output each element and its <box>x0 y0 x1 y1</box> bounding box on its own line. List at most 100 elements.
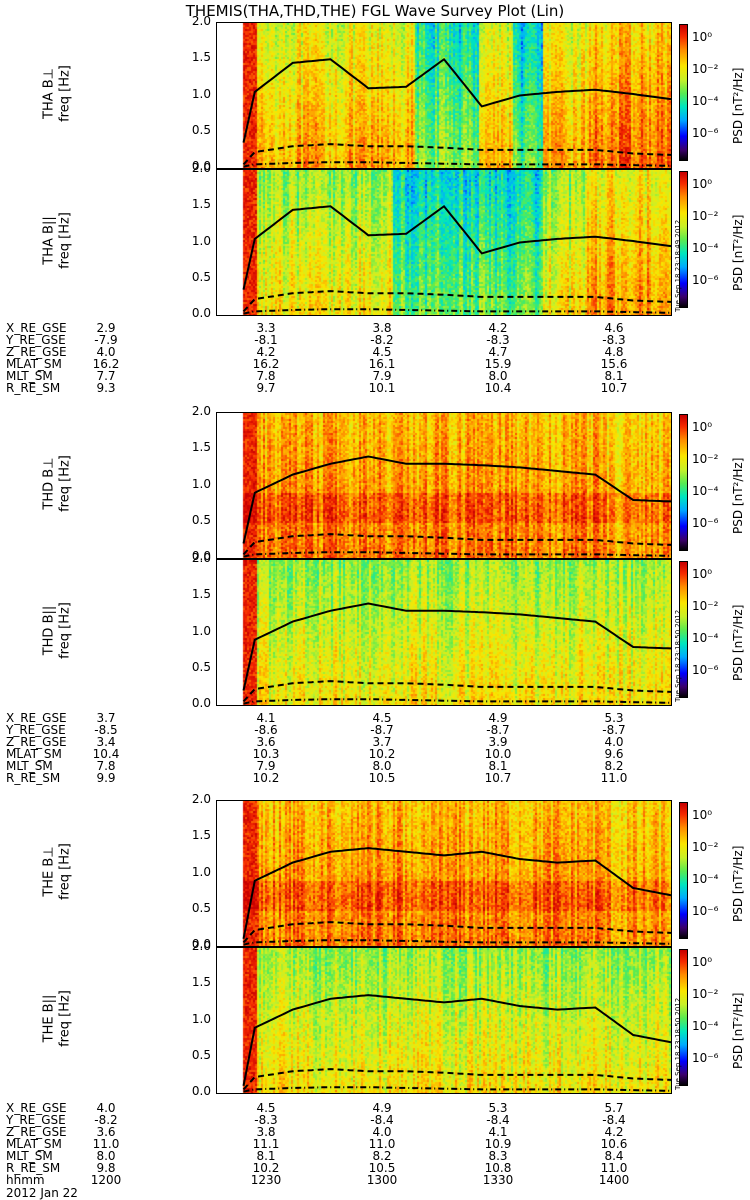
ephem-value: 5.3 <box>604 711 624 725</box>
ephem-label: Y_RE_GSE <box>6 723 66 737</box>
ephem-value: 1400 <box>598 1173 630 1187</box>
ephem-value: 11.0 <box>600 771 628 785</box>
solid-line <box>242 204 671 290</box>
colorbar-tick: 10⁻⁴ <box>692 484 719 498</box>
y-tick-label: 1.0 <box>191 623 211 638</box>
ephem-label: R_RE_SM <box>6 1161 61 1175</box>
colorbar-tick: 10⁻⁴ <box>692 1019 719 1033</box>
solid-line <box>242 455 671 544</box>
ephem-value: 4.0 <box>96 345 116 359</box>
ephem-label: X_RE_GSE <box>6 321 67 335</box>
spectrogram-the-par <box>216 947 672 1094</box>
ephem-value: 7.8 <box>256 369 276 383</box>
timestamp-stamp: Tue Sep 18 23:18:50 2012 <box>674 997 682 1090</box>
colorbar-tick: 10⁻² <box>692 840 719 854</box>
colorbar-tick: 10⁻² <box>692 62 719 76</box>
ephem-value: 15.6 <box>600 357 628 371</box>
ephem-value: 16.2 <box>92 357 120 371</box>
ephem-value: 10.2 <box>252 1161 280 1175</box>
ephem-value: -8.3 <box>254 1113 278 1127</box>
y-tick-label: 2.0 <box>191 14 211 28</box>
ephem-value: 3.4 <box>96 735 116 749</box>
colorbar-title: PSD [nT²/Hz] <box>731 214 745 291</box>
ephem-value: 10.0 <box>484 747 512 761</box>
dashed-line <box>242 921 671 944</box>
colorbar-tick: 10⁻⁴ <box>692 631 719 645</box>
colorbar-tick: 10⁰ <box>692 30 713 44</box>
ephem-label: MLAT_SM <box>6 747 62 761</box>
ephem-value: 4.2 <box>604 1125 624 1139</box>
ephem-value: 8.0 <box>372 759 392 773</box>
ephem-value: 9.9 <box>96 771 116 785</box>
dashdot-line <box>243 698 671 705</box>
colorbar-tick: 10⁻⁶ <box>692 904 719 918</box>
ephem-value: -8.4 <box>602 1113 626 1127</box>
ephem-value: 3.6 <box>256 735 276 749</box>
ephem-value: -8.3 <box>602 333 626 347</box>
freq-axis-label: freq [Hz] <box>57 454 73 512</box>
ephem-value: -8.2 <box>370 333 394 347</box>
y-tick-label: 1.0 <box>191 86 211 101</box>
y-tick-label: 1.5 <box>191 440 211 455</box>
spectrogram-thd-par <box>216 559 672 706</box>
dashed-line <box>242 533 671 556</box>
ephem-label: Y_RE_GSE <box>6 333 66 347</box>
ephem-value: 2.9 <box>96 321 116 335</box>
spectrogram-canvas <box>217 23 671 168</box>
y-tick-label: 2.0 <box>191 161 211 175</box>
dashdot-line <box>243 551 671 558</box>
ephem-label: MLT_SM <box>6 369 53 383</box>
overlay-lines <box>242 847 671 946</box>
colorbar-tick: 10⁰ <box>692 420 713 434</box>
ephem-label: Y_RE_GSE <box>6 1113 66 1127</box>
dashdot-line <box>243 1086 671 1093</box>
ephem-value: -8.4 <box>370 1113 394 1127</box>
y-tick-label: 1.5 <box>191 587 211 602</box>
colorbar-title: PSD [nT²/Hz] <box>731 67 745 144</box>
y-tick-label: 1.0 <box>191 1011 211 1026</box>
colorbar-tick: 10⁰ <box>692 567 713 581</box>
ephem-value: 8.0 <box>96 1149 116 1163</box>
ephem-value: 10.4 <box>484 381 512 395</box>
ephem-value: 10.4 <box>92 747 120 761</box>
overlay-lines <box>242 455 671 558</box>
ephem-value: 4.9 <box>488 711 508 725</box>
ephem-value: 1230 <box>250 1173 282 1187</box>
dashdot-line <box>243 161 671 168</box>
ephem-value: 4.1 <box>488 1125 508 1139</box>
date-label: 2012 Jan 22 <box>6 1186 78 1200</box>
y-tick-label: 0.5 <box>191 122 211 137</box>
solid-line <box>242 847 671 939</box>
ephem-value: 10.9 <box>484 1137 512 1151</box>
colorbar <box>679 414 688 551</box>
ephem-label: MLT_SM <box>6 1149 53 1163</box>
ephem-value: -8.4 <box>486 1113 510 1127</box>
ephem-value: 4.0 <box>96 1101 116 1115</box>
ephem-value: 10.6 <box>600 1137 628 1151</box>
y-tick-label: 1.5 <box>191 197 211 212</box>
ephem-value: 4.0 <box>604 735 624 749</box>
dashed-line <box>242 1068 671 1091</box>
ephem-value: 11.0 <box>92 1137 120 1151</box>
y-tick-label: 1.5 <box>191 50 211 65</box>
colorbar-tick: 10⁻² <box>692 452 719 466</box>
colorbar <box>679 24 688 161</box>
y-tick-label: 0.0 <box>191 159 211 173</box>
panel-ylabel: THE B|| <box>41 994 57 1042</box>
ephem-value: -8.6 <box>254 723 278 737</box>
y-tick-label: 0.5 <box>191 900 211 915</box>
y-tick-label: 2.0 <box>191 939 211 953</box>
ephem-value: 4.7 <box>488 345 508 359</box>
y-tick-label: 0.5 <box>191 512 211 527</box>
spectrogram-canvas <box>217 801 671 946</box>
ephem-value: 1300 <box>366 1173 398 1187</box>
y-tick-label: 1.5 <box>191 975 211 990</box>
colorbar-tick: 10⁻² <box>692 209 719 223</box>
ephem-label: MLAT_SM <box>6 1137 62 1151</box>
chart-title: THEMIS(THA,THD,THE) FGL Wave Survey Plot… <box>185 2 565 20</box>
ephem-value: 5.7 <box>604 1101 624 1115</box>
y-tick-label: 2.0 <box>191 404 211 418</box>
colorbar-tick: 10⁻⁶ <box>692 663 719 677</box>
ephem-value: 3.9 <box>488 735 508 749</box>
ephem-value: 10.2 <box>368 747 396 761</box>
